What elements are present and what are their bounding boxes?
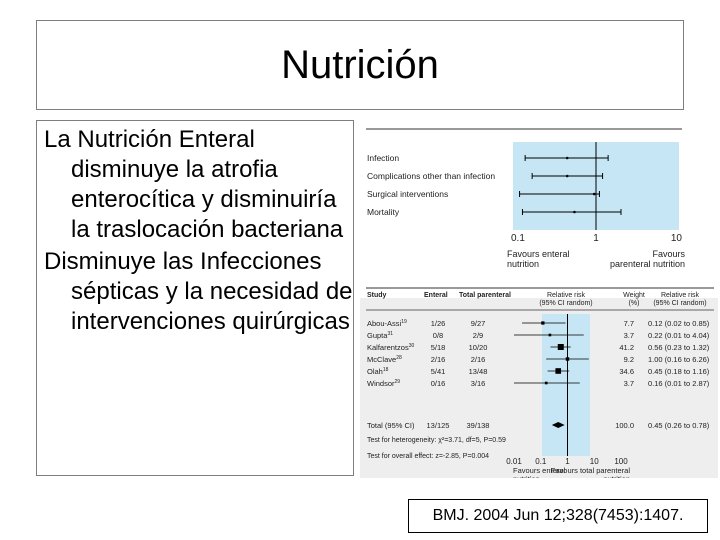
top-tick-label: 10 (671, 233, 683, 244)
col-header-parenteral: Total parenteral (459, 292, 511, 299)
top-favours-right: parenteral nutrition (610, 259, 685, 269)
study-ci-text: 0.16 (0.01 to 2.87) (648, 379, 710, 388)
title-box: Nutrición (36, 20, 684, 110)
total-label: Total (95% CI) (367, 421, 415, 430)
study-ci-text: 0.22 (0.01 to 4.04) (648, 331, 710, 340)
outcome-point (565, 156, 569, 160)
total-weight: 100.0 (615, 421, 634, 430)
study-ref: 19 (401, 319, 407, 325)
bottom-tick-label: 0.1 (535, 457, 547, 466)
study-weight: 9.2 (624, 355, 634, 364)
top-favours-right: Favours (652, 249, 685, 259)
col-header-enteral: Enteral (424, 292, 448, 299)
outcome-label: Mortality (367, 207, 400, 217)
study-enteral: 1/26 (431, 319, 446, 328)
study-parenteral: 13/48 (469, 367, 488, 376)
study-ci-text: 0.56 (0.23 to 1.32) (648, 343, 710, 352)
outcome-point (573, 210, 576, 214)
study-parenteral: 2/9 (473, 331, 483, 340)
study-name: McClave28 (367, 355, 402, 364)
study-parenteral: 2/16 (471, 355, 486, 364)
study-name: Abou-Assi19 (367, 319, 407, 328)
col-header-weight: (%) (629, 300, 640, 307)
bottom-tick-label: 10 (590, 457, 599, 466)
bottom-favours-left: Favours enteral (513, 466, 565, 475)
study-enteral: 2/16 (431, 355, 446, 364)
study-point (541, 321, 545, 325)
col-header-rr-text: Relative risk (661, 292, 700, 299)
study-ci-text: 0.45 (0.18 to 1.16) (648, 367, 710, 376)
total-diamond (551, 422, 565, 428)
study-enteral: 0/16 (431, 379, 446, 388)
study-parenteral: 10/20 (469, 343, 488, 352)
study-weight: 3.7 (624, 331, 634, 340)
bottom-tick-label: 100 (614, 457, 628, 466)
col-header-weight: Weight (623, 292, 645, 299)
outcome-point (592, 192, 596, 196)
study-point (555, 368, 562, 374)
overall-effect-test: Test for overall effect: z=-2.85, P=0.00… (367, 453, 489, 460)
study-name: Olah18 (367, 367, 389, 376)
col-header-rr: Relative risk (547, 292, 586, 299)
forest-plot-figure: Infection Complications other than infect… (360, 120, 718, 478)
study-ci-text: 1.00 (0.16 to 6.26) (648, 355, 710, 364)
outcome-point (565, 174, 569, 178)
study-ref: 30 (409, 343, 415, 349)
col-header-rr-text: (95% CI random) (653, 300, 706, 307)
study-name: Kalfarentzos30 (367, 343, 414, 352)
top-favours-left: nutrition (507, 259, 539, 269)
heterogeneity-test: Test for heterogeneity: χ²=3.71, df=5, P… (367, 437, 506, 444)
study-enteral: 5/41 (431, 367, 446, 376)
study-weight: 3.7 (624, 379, 634, 388)
bullet-1: La Nutrición Enteral disminuye la atrofi… (44, 126, 344, 243)
study-parenteral: 3/16 (471, 379, 486, 388)
study-enteral: 5/18 (431, 343, 446, 352)
study-weight: 41.2 (619, 343, 634, 352)
bottom-favours-right: nutrition (603, 475, 630, 479)
col-header-rr: (95% CI random) (539, 300, 592, 307)
bottom-favours-left: nutrition (513, 475, 540, 479)
study-point (548, 333, 552, 337)
outcome-label: Complications other than infection (367, 171, 495, 181)
total-ci-text: 0.45 (0.26 to 0.78) (648, 421, 710, 430)
bottom-tick-label: 0.01 (506, 457, 522, 466)
study-weight: 7.7 (624, 319, 634, 328)
bullet-2: Disminuye las Infecciones sépticas y la … (44, 248, 353, 335)
study-point (565, 357, 570, 361)
study-point (557, 343, 564, 351)
total-enteral: 13/125 (427, 421, 450, 430)
top-tick-label: 0.1 (511, 233, 525, 244)
slide-title: Nutrición (281, 43, 439, 87)
study-name: Gupta31 (367, 331, 393, 340)
forest-plot-svg: Infection Complications other than infect… (360, 120, 718, 478)
study-ci-text: 0.12 (0.02 to 0.85) (648, 319, 710, 328)
citation-text: BMJ. 2004 Jun 12;328(7453):1407. (432, 507, 684, 524)
outcome-label: Infection (367, 153, 399, 163)
study-ref: 31 (387, 331, 393, 337)
citation-box: BMJ. 2004 Jun 12;328(7453):1407. (408, 499, 708, 533)
outcome-label: Surgical interventions (367, 189, 448, 199)
study-enteral: 0/8 (433, 331, 443, 340)
study-ref: 28 (396, 355, 402, 361)
bullet-text-box: La Nutrición Enteral disminuye la atrofi… (36, 120, 354, 476)
bottom-plot-panel (542, 314, 590, 456)
top-favours-left: Favours enteral (507, 249, 570, 259)
study-point (544, 381, 548, 385)
top-tick-label: 1 (593, 233, 599, 244)
study-name: Windsor29 (367, 379, 400, 388)
bottom-favours-right: Favours total parenteral (551, 466, 631, 475)
col-header-study: Study (367, 292, 387, 299)
study-parenteral: 9/27 (471, 319, 486, 328)
bottom-tick-label: 1 (565, 457, 570, 466)
total-parenteral: 39/138 (467, 421, 490, 430)
study-weight: 34.6 (619, 367, 634, 376)
study-ref: 18 (383, 367, 389, 373)
study-ref: 29 (395, 379, 401, 385)
